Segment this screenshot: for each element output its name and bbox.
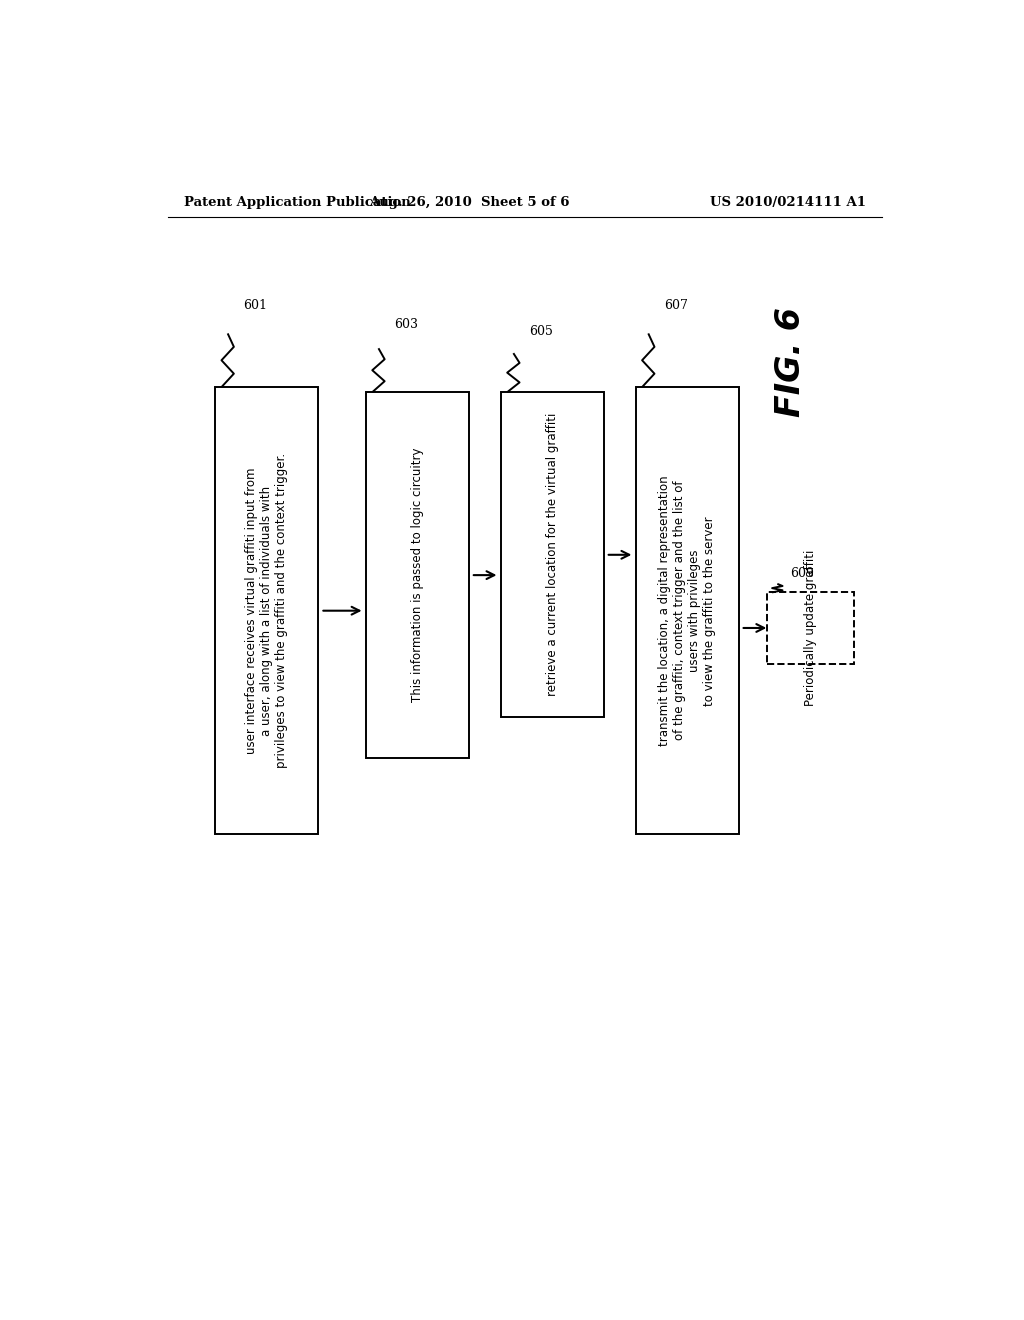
Text: 605: 605 bbox=[528, 325, 553, 338]
Text: user interface receives virtual graffiti input from
a user, along with a list of: user interface receives virtual graffiti… bbox=[246, 453, 289, 768]
Bar bbox=[636, 387, 739, 834]
Text: This information is passed to logic circuitry: This information is passed to logic circ… bbox=[412, 447, 424, 702]
Text: FIG. 6: FIG. 6 bbox=[774, 306, 807, 417]
Text: Patent Application Publication: Patent Application Publication bbox=[183, 195, 411, 209]
Text: US 2010/0214111 A1: US 2010/0214111 A1 bbox=[710, 195, 866, 209]
Bar bbox=[767, 593, 854, 664]
Bar bbox=[215, 387, 318, 834]
Text: retrieve a current location for the virtual graffiti: retrieve a current location for the virt… bbox=[546, 413, 559, 697]
Bar bbox=[367, 392, 469, 758]
Text: 603: 603 bbox=[394, 318, 418, 331]
Text: 607: 607 bbox=[664, 298, 688, 312]
Text: 609: 609 bbox=[791, 568, 814, 581]
Bar bbox=[501, 392, 604, 718]
Text: transmit the location, a digital representation
of the graffiti, context trigger: transmit the location, a digital represe… bbox=[658, 475, 717, 746]
Text: 601: 601 bbox=[243, 298, 267, 312]
Text: Periodically update graffiti: Periodically update graffiti bbox=[804, 550, 817, 706]
Text: Aug. 26, 2010  Sheet 5 of 6: Aug. 26, 2010 Sheet 5 of 6 bbox=[369, 195, 569, 209]
